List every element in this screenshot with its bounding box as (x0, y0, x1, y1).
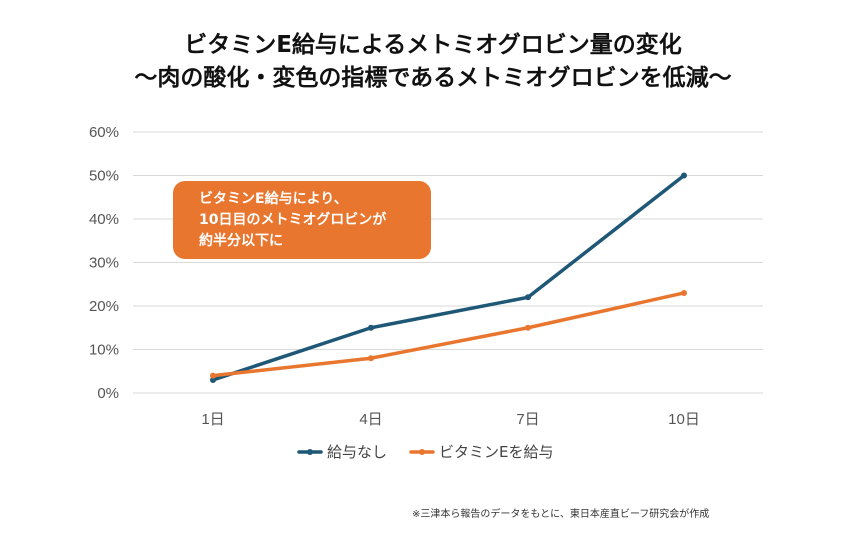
x-tick-label: 1日 (201, 411, 224, 428)
data-point (368, 355, 374, 362)
y-tick-label: 30% (89, 255, 119, 272)
data-point (525, 294, 531, 301)
legend-label: 給与なし (327, 443, 387, 461)
data-series (210, 172, 687, 383)
y-tick-label: 50% (89, 168, 119, 185)
series-line (211, 173, 686, 382)
y-tick-label: 40% (89, 211, 119, 228)
series-line (211, 291, 686, 378)
x-tick-label: 10日 (668, 411, 700, 428)
y-tick-label: 10% (89, 342, 119, 359)
annotation-callout: ビタミンE給与により、 10日目のメトミオグロビンが 約半分以下に (173, 181, 431, 259)
data-point (368, 324, 374, 331)
legend: 給与なし ビタミンEを給与 (297, 443, 553, 461)
x-tick-label: 4日 (359, 411, 382, 428)
legend-label: ビタミンEを給与 (439, 443, 553, 461)
y-tick-label: 0% (97, 385, 119, 402)
x-axis-ticks: 1日 4日 7日 10日 (201, 411, 700, 428)
legend-marker (307, 449, 313, 455)
x-tick-label: 7日 (516, 411, 539, 428)
gridlines (133, 131, 763, 394)
legend-marker (419, 449, 425, 455)
data-point (210, 376, 216, 383)
y-tick-label: 20% (89, 298, 119, 315)
source-footnote: ※三津本ら報告のデータをもとに、東日本産直ビーフ研究会が作成 (412, 509, 710, 520)
y-axis-ticks: 0% 10% 20% 30% 40% 50% 60% (89, 124, 119, 402)
callout-line-3: 約半分以下に (199, 233, 283, 249)
callout-line-2: 10日目のメトミオグロビンが (199, 212, 387, 228)
data-point (681, 172, 687, 179)
data-point (210, 372, 216, 379)
chart-title-line1: ビタミンE給与によるメトミオグロビン量の変化 (184, 32, 682, 58)
y-tick-label: 60% (89, 124, 119, 141)
data-point (525, 324, 531, 331)
chart-title-line2: 〜肉の酸化・変色の指標であるメトミオグロビンを低減〜 (134, 65, 732, 91)
data-point (681, 289, 687, 296)
callout-line-1: ビタミンE給与により、 (199, 191, 348, 207)
